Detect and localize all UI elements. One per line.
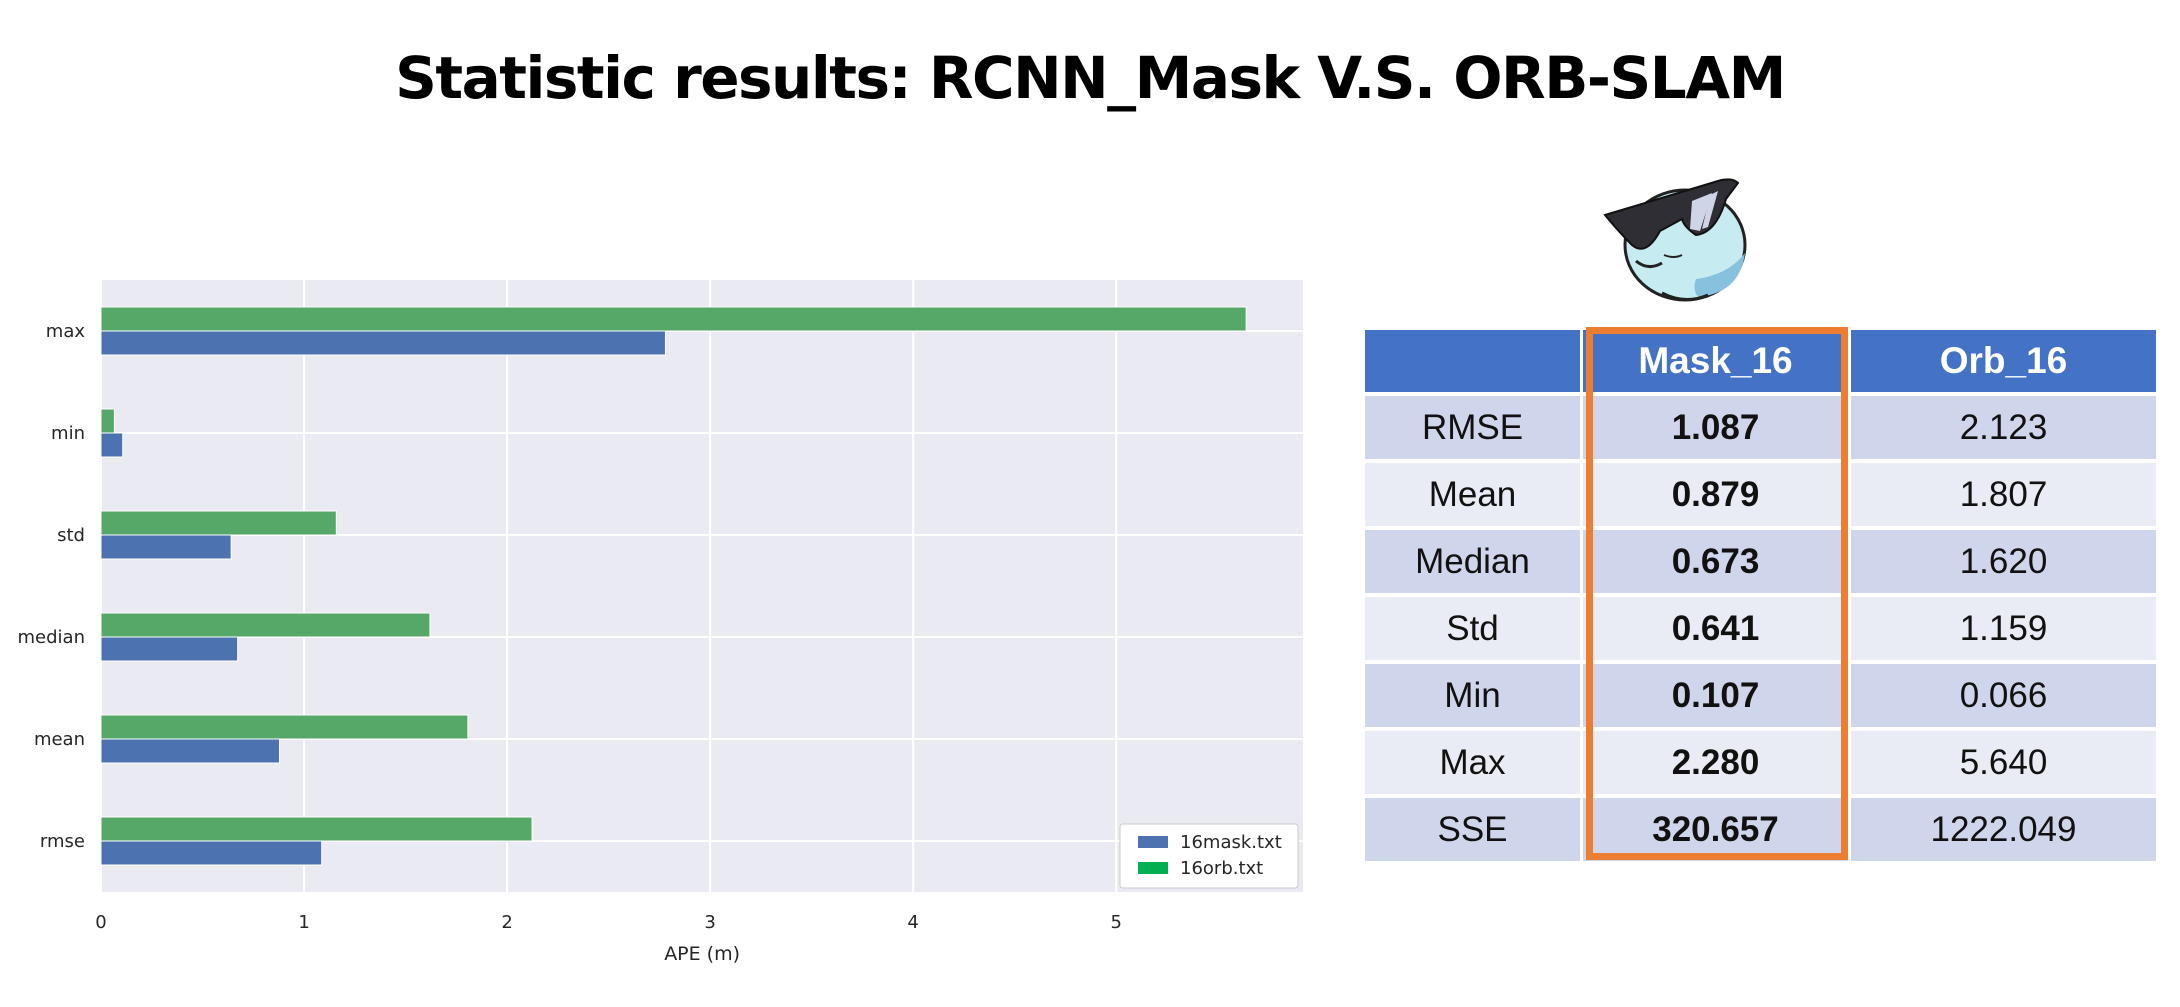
bar-16mask-txt-median [100, 636, 239, 662]
mask-value-cell: 320.657 [1580, 796, 1851, 865]
orb-value-cell: 1.159 [1848, 595, 2159, 664]
bar-16mask-txt-rmse [100, 840, 323, 866]
orb-value-cell: 1.807 [1848, 461, 2159, 530]
bar-16mask-txt-mean [100, 738, 280, 764]
header-empty [1362, 330, 1583, 396]
y-tick-label: median [18, 627, 85, 648]
y-tick-label: std [57, 525, 85, 546]
x-tick-label: 1 [298, 912, 309, 933]
orb-value-cell: 1.620 [1848, 528, 2159, 597]
ape-bar-chart: max min std median mean rmse 0 1 2 3 4 5 APE (m) 1… [18, 280, 1303, 965]
y-tick-label: min [51, 423, 85, 444]
mask-value-cell: 0.673 [1580, 528, 1851, 597]
chart-legend: 16mask.txt 16orb.txt [1119, 823, 1299, 889]
metric-cell: Mean [1362, 461, 1583, 530]
table-header-row: Mask_16 Orb_16 [1362, 330, 2159, 396]
x-tick-label: 0 [95, 912, 106, 933]
orb-value-cell: 2.123 [1848, 394, 2159, 463]
bar-16orb-txt-max [100, 306, 1247, 332]
bar-16orb-txt-rmse [100, 816, 533, 842]
slide-title: Statistic results: RCNN_Mask V.S. ORB-SL… [395, 44, 1786, 112]
legend-swatch [1138, 836, 1168, 848]
bar-16orb-txt-mean [100, 714, 469, 740]
mask-value-cell: 0.107 [1580, 662, 1851, 731]
bar-16mask-txt-min [100, 432, 124, 458]
y-tick-label: rmse [40, 831, 85, 852]
metric-cell: Median [1362, 528, 1583, 597]
orb-value-cell: 1222.049 [1848, 796, 2159, 865]
table-row: Min 0.107 0.066 [1362, 662, 2159, 731]
mask-value-cell: 2.280 [1580, 729, 1851, 798]
mask-value-cell: 1.087 [1580, 394, 1851, 463]
header-orb: Orb_16 [1848, 330, 2159, 396]
mask-value-cell: 0.879 [1580, 461, 1851, 530]
orb-value-cell: 5.640 [1848, 729, 2159, 798]
y-tick-label: mean [34, 729, 85, 750]
table-row: Std 0.641 1.159 [1362, 595, 2159, 664]
table-row: RMSE 1.087 2.123 [1362, 394, 2159, 463]
x-tick-label: 4 [907, 912, 918, 933]
table-row: SSE 320.657 1222.049 [1362, 796, 2159, 865]
x-tick-label: 5 [1110, 912, 1121, 933]
legend-swatch [1138, 862, 1168, 874]
legend-label: 16orb.txt [1180, 858, 1263, 879]
x-tick-label: 2 [501, 912, 512, 933]
bar-16mask-txt-max [100, 330, 666, 356]
bar-16orb-txt-median [100, 612, 431, 638]
bar-16mask-txt-std [100, 534, 232, 560]
y-tick-label: max [46, 321, 86, 342]
metric-cell: RMSE [1362, 394, 1583, 463]
header-mask: Mask_16 [1580, 330, 1851, 396]
table-row: Max 2.280 5.640 [1362, 729, 2159, 798]
metric-cell: Std [1362, 595, 1583, 664]
metric-cell: Max [1362, 729, 1583, 798]
table-row: Median 0.673 1.620 [1362, 528, 2159, 597]
metric-cell: SSE [1362, 796, 1583, 865]
bar-16orb-txt-std [100, 510, 337, 536]
mask-value-cell: 0.641 [1580, 595, 1851, 664]
x-axis-label: APE (m) [664, 943, 740, 965]
bar-16orb-txt-min [100, 408, 115, 434]
table-row: Mean 0.879 1.807 [1362, 461, 2159, 530]
plot-area [101, 280, 1303, 892]
stats-table: Mask_16 Orb_16 RMSE 1.087 2.123 Mean 0.879 1… [1362, 330, 2159, 865]
x-tick-label: 3 [704, 912, 715, 933]
metric-cell: Min [1362, 662, 1583, 731]
orb-value-cell: 0.066 [1848, 662, 2159, 731]
squirtle-sunglasses-icon [1603, 178, 1747, 302]
legend-label: 16mask.txt [1180, 832, 1282, 853]
